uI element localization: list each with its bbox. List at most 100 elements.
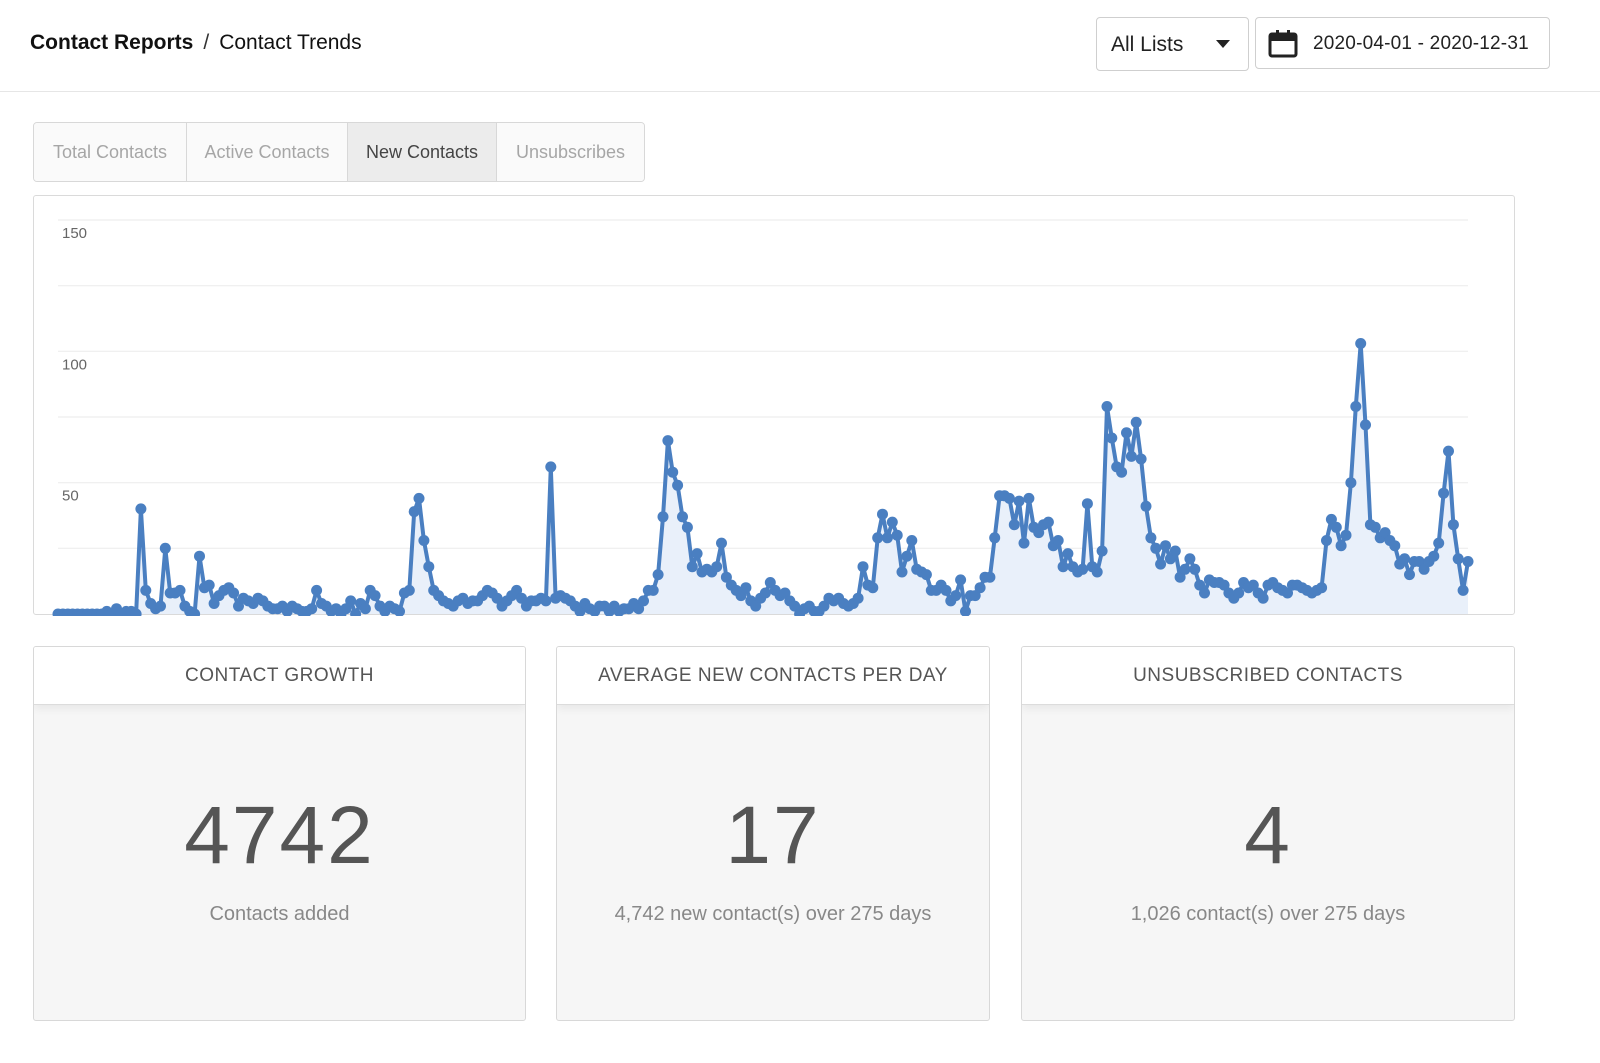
data-point: [989, 532, 1001, 544]
data-point: [1008, 519, 1020, 531]
data-point: [155, 600, 166, 612]
data-point: [764, 577, 776, 588]
stat-card-contact-growth: CONTACT GROWTH 4742 Contacts added: [33, 646, 526, 1021]
data-point: [1116, 466, 1128, 478]
data-point: [359, 603, 371, 615]
data-point: [1330, 521, 1342, 533]
data-point: [208, 598, 220, 609]
data-point: [877, 508, 888, 520]
data-point: [1169, 545, 1181, 557]
data-point: [647, 584, 659, 596]
data-point: [140, 584, 152, 596]
data-point: [1350, 401, 1362, 412]
data-point: [1081, 498, 1093, 510]
line-chart: 50 100 150: [52, 219, 1474, 616]
stat-caption: 4,742 new contact(s) over 275 days: [614, 903, 932, 925]
data-point: [652, 569, 664, 581]
tab-unsubscribes[interactable]: Unsubscribes: [497, 123, 644, 181]
data-point: [189, 608, 201, 616]
data-point: [1052, 535, 1064, 546]
y-tick-label: 50: [62, 488, 79, 505]
stat-caption: Contacts added: [209, 903, 350, 925]
data-point: [1325, 513, 1337, 525]
data-point: [686, 561, 698, 573]
caret-down-icon: [1216, 40, 1230, 48]
tab-active-contacts[interactable]: Active Contacts: [187, 123, 348, 181]
tab-new-contacts[interactable]: New Contacts: [348, 123, 497, 181]
data-point: [1013, 495, 1025, 507]
tab-total-contacts[interactable]: Total Contacts: [34, 123, 187, 181]
data-point: [1443, 445, 1454, 457]
data-point: [1321, 535, 1332, 546]
data-point: [1360, 419, 1371, 431]
data-point: [920, 569, 932, 581]
stat-card-title: AVERAGE NEW CONTACTS PER DAY: [557, 647, 989, 705]
data-point: [740, 582, 752, 594]
data-point: [1033, 527, 1045, 539]
data-point: [174, 584, 186, 596]
metric-tabs: Total Contacts Active Contacts New Conta…: [33, 122, 645, 182]
data-point: [1003, 492, 1015, 504]
data-point: [1125, 450, 1137, 462]
data-point: [891, 529, 903, 541]
data-point: [950, 590, 962, 602]
data-point: [906, 535, 918, 546]
data-point: [203, 579, 215, 591]
data-point: [1399, 553, 1411, 565]
data-point: [1150, 542, 1162, 554]
data-point: [1282, 587, 1293, 599]
date-range-picker[interactable]: 2020-04-01 - 2020-12-31: [1255, 17, 1550, 69]
data-point: [1199, 587, 1210, 599]
data-point: [886, 516, 898, 528]
data-point: [1184, 553, 1196, 565]
data-point: [1121, 427, 1132, 439]
data-point: [638, 595, 649, 607]
data-point: [1389, 540, 1401, 552]
data-point: [872, 532, 884, 544]
data-point: [1189, 563, 1201, 575]
data-point: [711, 561, 723, 573]
data-point: [1433, 537, 1445, 549]
stat-card-unsubscribed-contacts: UNSUBSCRIBED CONTACTS 4 1,026 contact(s)…: [1021, 646, 1515, 1021]
stat-value: 4: [1244, 790, 1292, 881]
data-point: [394, 605, 405, 616]
data-point: [984, 571, 996, 583]
list-filter-dropdown[interactable]: All Lists: [1096, 17, 1249, 71]
data-point: [1101, 401, 1113, 412]
date-range-value: 2020-04-01 - 2020-12-31: [1313, 33, 1529, 54]
data-point: [881, 532, 893, 544]
stat-card-average-new-contacts: AVERAGE NEW CONTACTS PER DAY 17 4,742 ne…: [556, 646, 990, 1021]
data-point: [1023, 492, 1035, 504]
data-point: [1194, 579, 1206, 591]
data-point: [408, 506, 420, 518]
stat-card-title: UNSUBSCRIBED CONTACTS: [1022, 647, 1514, 705]
data-point: [1345, 477, 1357, 489]
list-filter-value: All Lists: [1111, 33, 1184, 56]
data-point: [735, 590, 747, 602]
data-point: [1335, 540, 1347, 552]
data-point: [1091, 566, 1103, 578]
data-point: [969, 590, 981, 602]
data-point: [1062, 548, 1074, 560]
data-point: [818, 600, 830, 612]
data-point: [681, 521, 693, 533]
data-point: [1160, 540, 1171, 552]
data-point: [369, 590, 381, 602]
stat-value: 4742: [184, 790, 375, 881]
series-line: [58, 341, 1470, 616]
data-point: [135, 503, 147, 515]
data-point: [1457, 584, 1469, 596]
data-point: [960, 605, 971, 616]
new-contacts-chart: 50 100 150: [33, 195, 1515, 616]
data-point: [677, 511, 688, 523]
data-point: [662, 435, 674, 447]
data-point: [1452, 553, 1464, 565]
data-point: [1106, 432, 1118, 444]
data-point: [1179, 563, 1191, 575]
data-point: [1233, 587, 1245, 599]
breadcrumb-root-link[interactable]: Contact Reports: [30, 31, 194, 54]
data-point: [1145, 532, 1157, 544]
data-point: [545, 461, 557, 473]
data-point: [852, 592, 864, 604]
data-point: [896, 566, 908, 578]
